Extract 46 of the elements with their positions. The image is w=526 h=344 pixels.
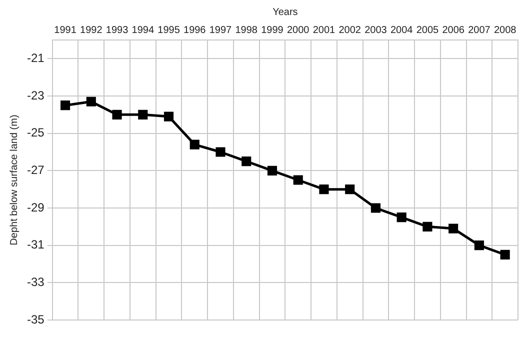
point: [448, 224, 458, 234]
point: [86, 96, 96, 106]
y-tick-label: -29: [27, 200, 45, 214]
point: [60, 100, 70, 110]
y-tick-label: -33: [27, 274, 45, 289]
x-tick-label: 1995: [158, 24, 180, 36]
point: [216, 147, 226, 157]
x-tick-label: 1998: [235, 24, 258, 36]
x-tick-label: 1996: [184, 24, 206, 36]
x-tick-label: 2002: [338, 24, 362, 36]
x-tick-label: 1999: [261, 24, 284, 36]
x-tick-label: 2008: [494, 24, 517, 36]
x-tick-label: 1993: [106, 24, 129, 36]
x-tick-label: 2000: [286, 24, 310, 36]
point: [500, 250, 510, 260]
x-tick-label: 2005: [416, 24, 440, 36]
point: [319, 184, 329, 194]
point: [345, 184, 355, 194]
x-tick-label: 2003: [364, 24, 388, 36]
point: [242, 156, 252, 166]
point: [370, 203, 380, 213]
point: [422, 222, 432, 232]
x-tick-label: 2006: [442, 24, 465, 36]
x-tick-label: 2007: [468, 24, 491, 36]
point: [474, 240, 484, 250]
y-axis-title: Depht below surface land (m): [8, 114, 20, 246]
y-tick-label: -25: [27, 126, 45, 140]
x-tick-label: 1991: [54, 24, 77, 36]
x-tick-label: 1997: [209, 24, 232, 36]
x-tick-label: 2004: [390, 24, 414, 36]
x-axis-title: Years: [272, 6, 298, 18]
x-tick-label: 1992: [80, 24, 103, 36]
point: [164, 112, 174, 122]
point: [396, 212, 406, 222]
x-tick-label: 1994: [132, 24, 154, 36]
x-tick-label: 2001: [312, 24, 336, 36]
y-tick-label: -31: [27, 238, 45, 252]
y-tick-label: -35: [27, 312, 45, 326]
y-tick-label: -27: [27, 162, 45, 177]
point: [138, 110, 148, 120]
point: [293, 175, 303, 185]
y-tick-label: -21: [27, 50, 45, 65]
point: [112, 110, 122, 120]
y-tick-label: -23: [27, 88, 45, 102]
point: [267, 166, 278, 176]
point: [190, 140, 200, 150]
